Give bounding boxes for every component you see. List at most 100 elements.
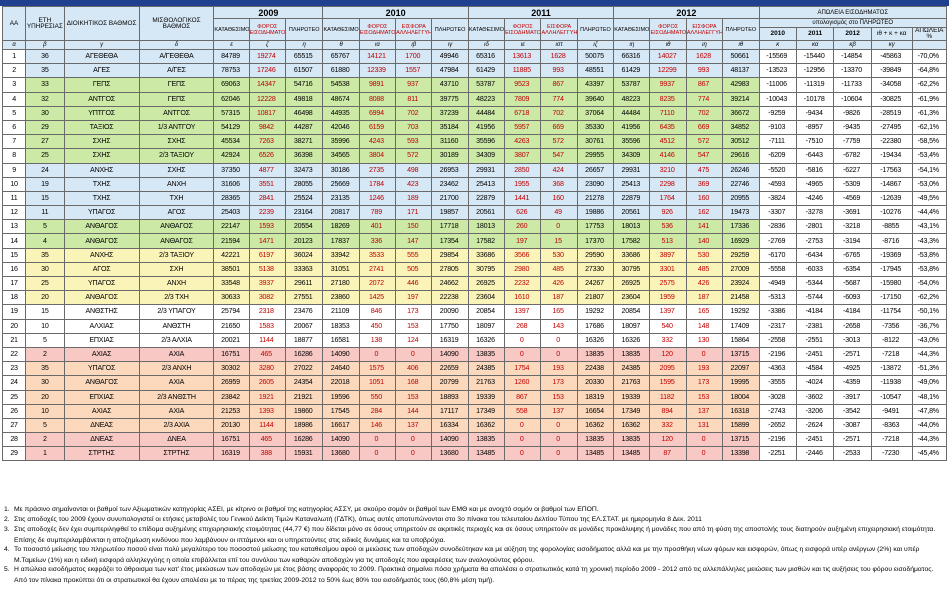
cell-t09: 1583 [248, 318, 286, 334]
cell-pct: -58,5% [911, 134, 948, 150]
cell-pct: -44,3% [911, 432, 948, 448]
cell-t12: 8235 [649, 91, 687, 107]
cell-l10: -6170 [758, 247, 797, 263]
cell-pct: -51,3% [911, 361, 948, 377]
cell-d09: 23842 [213, 389, 250, 405]
cell-t12: 1959 [649, 290, 687, 306]
header-loss-subtitle: υπολογισμός στο ΠΛΗΡΩΤΕΟ [758, 18, 948, 28]
cell-d09: 38501 [213, 261, 250, 278]
cell-t11: 1754 [504, 361, 542, 377]
cell-aa: 15 [1, 247, 27, 263]
header-2012-solidarity: ΕΙΣΦΟΡΑ ΑΛΛΗΛΕΓΓΥΗΣ [685, 18, 724, 41]
cell-d10: 54538 [322, 77, 360, 93]
cell-p10: 49946 [431, 48, 469, 65]
cell-t11: 0 [504, 432, 542, 448]
header-2012-tax: ΦΟΡΟΣ ΕΙΣΟΔΗΜΑΤΟΣ [649, 18, 687, 41]
cell-t12: 120 [649, 346, 687, 363]
header-2011-payable: ΠΛΗΡΩΤΕΟ [576, 18, 615, 41]
col-letter: κγ [870, 40, 913, 50]
cell-s10: 1557 [395, 63, 433, 79]
cell-p09: 20123 [284, 233, 324, 249]
cell-p10: 30189 [431, 148, 469, 164]
cell-lt: -10547 [870, 389, 913, 405]
cell-s11: 669 [540, 119, 578, 136]
cell-s12: 140 [685, 233, 724, 249]
cell-s12: 160 [685, 190, 724, 207]
cell-aa: 4 [1, 91, 27, 107]
cell-aa: 22 [1, 346, 27, 363]
cell-p11: 13835 [576, 346, 615, 363]
cell-p09: 38271 [284, 134, 324, 150]
cell-aa: 11 [1, 190, 27, 207]
cell-d09: 45534 [213, 134, 250, 150]
cell-p11: 13485 [576, 446, 615, 462]
cell-p09: 29611 [284, 275, 324, 292]
cell-l10: -2196 [758, 346, 797, 363]
cell-l10: -3028 [758, 389, 797, 405]
cell-l11: -10178 [795, 91, 835, 107]
cell-lt: -11938 [870, 375, 913, 391]
cell-lt: -10276 [870, 205, 913, 221]
cell-ys: 10 [25, 318, 65, 334]
cell-t11: 3566 [504, 247, 542, 263]
cell-s10: 0 [395, 446, 433, 462]
cell-d10: 20817 [322, 205, 360, 221]
cell-admin: ΑΛΧΙΑΣ [63, 318, 140, 334]
cell-s11: 0 [540, 219, 578, 235]
cell-d09: 25794 [213, 304, 250, 320]
cell-l10: -3824 [758, 190, 797, 207]
cell-admin: ΔΝΕΑΣ [63, 417, 140, 434]
cell-p12: 36672 [722, 105, 760, 121]
cell-l10: -2652 [758, 417, 797, 434]
cell-t09: 3280 [248, 361, 286, 377]
header-2010-deposited: ΚΑΤΑΘΕΣΙΜΟ [322, 18, 360, 41]
cell-t12: 2095 [649, 361, 687, 377]
cell-t12: 4512 [649, 134, 687, 150]
header-2010-payable: ΠΛΗΡΩΤΕΟ [431, 18, 469, 41]
cell-l11: -2446 [795, 446, 835, 462]
cell-lt: -8122 [870, 332, 913, 348]
cell-d10: 44935 [322, 105, 360, 121]
col-letter: ιστ [540, 40, 578, 50]
cell-s11: 867 [540, 77, 578, 93]
cell-t11: 626 [504, 205, 542, 221]
cell-t10: 146 [358, 417, 397, 434]
cell-pct: -44,4% [911, 205, 948, 221]
cell-aa: 20 [1, 318, 27, 334]
cell-sal: ΑΝΧΗ [138, 275, 215, 292]
cell-pct: -61,9% [911, 91, 948, 107]
cell-t12: 87 [649, 446, 687, 462]
cell-s12: 774 [685, 91, 724, 107]
col-letter: ιγ [431, 40, 469, 50]
cell-l10: -15569 [758, 48, 797, 65]
table-row: 23 35 ΥΠΑΓΟΣ 2/3 ΑΝΧΗ 30302 3280 27022 24640 157… [1, 361, 948, 377]
cell-p11: 17686 [576, 318, 615, 334]
cell-t11: 13613 [504, 48, 542, 65]
cell-d12: 21763 [613, 375, 651, 391]
cell-d12: 13835 [613, 432, 651, 448]
cell-aa: 8 [1, 148, 27, 164]
cell-t10: 1051 [358, 375, 397, 391]
cell-aa: 16 [1, 261, 27, 278]
cell-lt: -27495 [870, 119, 913, 136]
cell-l10: -2558 [758, 332, 797, 348]
cell-l12: -3013 [833, 332, 872, 348]
cell-t11: 5957 [504, 119, 542, 136]
cell-s11: 424 [540, 162, 578, 178]
cell-t11: 3807 [504, 148, 542, 164]
cell-lt: -30825 [870, 91, 913, 107]
cell-sal: ΑΝΘΑΓΟΣ [138, 219, 215, 235]
cell-p11: 23090 [576, 176, 615, 192]
cell-d11: 24385 [467, 361, 506, 377]
cell-l11: -2624 [795, 417, 835, 434]
cell-lt: -15980 [870, 275, 913, 292]
cell-s10: 505 [395, 261, 433, 278]
cell-l12: -11733 [833, 77, 872, 93]
cell-d12: 34309 [613, 148, 651, 164]
cell-l12: -2533 [833, 446, 872, 462]
cell-p10: 21700 [431, 190, 469, 207]
cell-aa: 28 [1, 432, 27, 448]
cell-d11: 44484 [467, 105, 506, 121]
cell-p12: 19292 [722, 304, 760, 320]
